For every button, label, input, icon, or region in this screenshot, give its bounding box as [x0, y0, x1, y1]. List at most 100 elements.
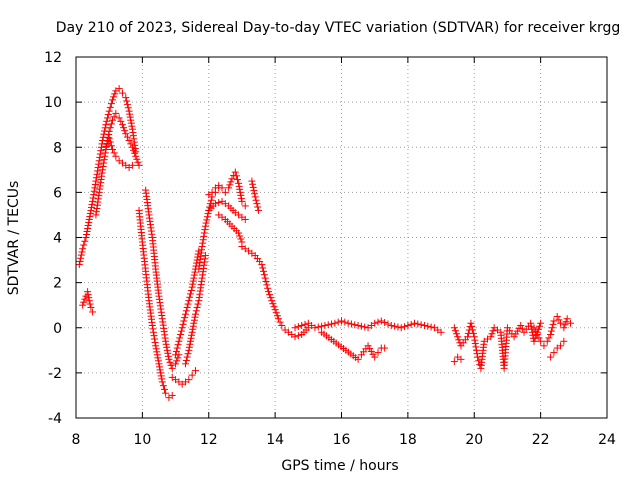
series-descent-B	[135, 206, 176, 402]
data-point	[384, 320, 392, 328]
data-point	[301, 320, 309, 328]
data-point	[249, 180, 257, 188]
y-tick-label: 10	[44, 95, 62, 111]
data-point	[123, 97, 131, 105]
data-point	[208, 188, 216, 196]
data-point	[537, 337, 545, 345]
data-point	[83, 227, 91, 235]
data-point	[201, 222, 209, 230]
data-point	[238, 197, 246, 205]
data-point	[225, 184, 233, 192]
data-point	[566, 319, 574, 327]
data-point	[149, 325, 157, 333]
data-point	[109, 96, 117, 104]
data-point	[173, 357, 181, 365]
data-point	[153, 348, 161, 356]
data-point	[262, 277, 270, 285]
y-tick-label: 8	[53, 140, 62, 156]
data-point	[338, 317, 345, 325]
data-point	[162, 337, 170, 345]
data-point	[211, 200, 219, 208]
data-point	[153, 351, 161, 359]
data-point	[237, 194, 245, 202]
data-point	[125, 107, 133, 115]
data-point	[235, 179, 243, 187]
data-point	[453, 330, 461, 338]
series-short-segment	[248, 177, 263, 214]
data-point	[255, 206, 263, 214]
data-point	[557, 319, 565, 327]
data-point	[274, 315, 282, 323]
data-point	[185, 346, 193, 354]
data-point	[474, 353, 482, 361]
data-point	[464, 333, 472, 341]
data-point	[80, 298, 88, 306]
data-point	[152, 342, 160, 350]
data-point	[437, 328, 445, 336]
data-point	[472, 346, 480, 354]
data-point	[107, 120, 115, 128]
data-point	[127, 140, 135, 148]
data-point	[162, 340, 170, 348]
data-point	[468, 323, 476, 331]
data-point	[124, 104, 132, 112]
data-point	[187, 287, 195, 295]
data-point	[156, 363, 164, 371]
data-point	[185, 376, 193, 384]
x-tick-label: 18	[399, 432, 417, 448]
data-point	[273, 312, 281, 320]
data-point	[92, 177, 100, 185]
data-point	[82, 234, 90, 241]
data-point	[110, 93, 118, 101]
data-point	[107, 142, 115, 150]
data-point	[397, 324, 405, 332]
data-point	[191, 268, 199, 276]
data-point	[94, 164, 102, 172]
data-point	[168, 364, 176, 372]
data-point	[87, 203, 95, 211]
data-point	[163, 346, 171, 354]
data-point	[487, 333, 495, 341]
data-point	[532, 327, 540, 335]
data-point	[371, 319, 379, 327]
data-point	[260, 271, 268, 279]
data-point	[194, 300, 202, 308]
data-point	[271, 306, 279, 314]
data-point	[111, 90, 119, 98]
data-point	[547, 327, 555, 335]
data-point	[128, 122, 136, 130]
series-recovery-B	[182, 252, 209, 368]
data-point	[472, 343, 480, 351]
data-point	[102, 121, 110, 129]
data-point	[159, 382, 167, 390]
data-point	[157, 372, 165, 380]
chart-title: Day 210 of 2023, Sidereal Day-to-day VTE…	[56, 20, 621, 36]
data-point	[131, 149, 139, 157]
data-point	[173, 344, 181, 352]
y-tick-label: 2	[53, 276, 62, 292]
data-point	[193, 303, 201, 311]
data-point	[475, 357, 483, 365]
data-point	[291, 333, 299, 341]
data-point	[218, 184, 226, 192]
data-point	[86, 212, 94, 220]
data-point	[291, 324, 299, 332]
series-end-lower	[547, 337, 568, 361]
data-point	[172, 360, 180, 368]
data-point	[407, 320, 415, 328]
data-point	[123, 100, 131, 108]
data-point	[269, 300, 277, 308]
data-point	[151, 338, 159, 346]
data-point	[543, 337, 551, 345]
data-point	[91, 180, 99, 188]
data-point	[377, 317, 385, 325]
data-point	[547, 331, 555, 339]
data-point	[123, 133, 131, 141]
data-point	[374, 318, 382, 326]
data-point	[150, 332, 158, 340]
data-point	[560, 337, 568, 345]
x-tick-label: 24	[598, 432, 616, 448]
data-point	[105, 127, 113, 135]
data-point	[164, 349, 172, 357]
